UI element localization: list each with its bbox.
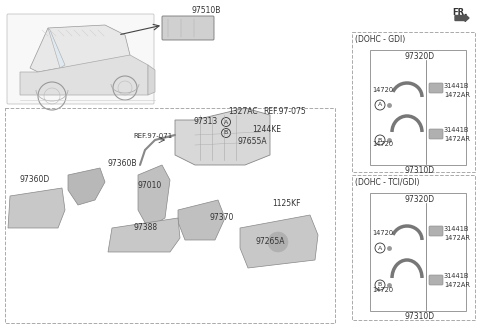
Text: 31441B: 31441B [444, 83, 469, 89]
FancyBboxPatch shape [162, 16, 214, 40]
Text: 1244KE: 1244KE [252, 126, 281, 134]
Text: 97510B: 97510B [192, 6, 221, 15]
Text: A: A [224, 119, 228, 125]
Text: 97370: 97370 [210, 214, 234, 222]
Bar [5, 108, 335, 323]
FancyBboxPatch shape [429, 226, 443, 236]
Polygon shape [138, 165, 170, 228]
Text: 97010: 97010 [138, 180, 162, 190]
Text: 14720: 14720 [372, 87, 393, 93]
Text: 97313: 97313 [194, 116, 218, 126]
Text: (DOHC - TCI/GDI): (DOHC - TCI/GDI) [355, 178, 420, 187]
Bar [352, 32, 475, 172]
Polygon shape [30, 25, 130, 72]
Text: 1125KF: 1125KF [272, 199, 300, 209]
Text: 1472AR: 1472AR [444, 282, 470, 288]
FancyBboxPatch shape [429, 129, 443, 139]
Polygon shape [175, 108, 270, 165]
Polygon shape [108, 218, 180, 252]
Text: B: B [378, 137, 382, 142]
Text: REF.97-071: REF.97-071 [133, 133, 172, 139]
Polygon shape [8, 188, 65, 228]
FancyBboxPatch shape [429, 83, 443, 93]
Text: B: B [378, 282, 382, 288]
Text: 97320D: 97320D [405, 52, 435, 61]
Text: A: A [378, 245, 382, 251]
Text: 14720: 14720 [372, 287, 393, 293]
FancyBboxPatch shape [429, 275, 443, 285]
Text: 1472AR: 1472AR [444, 92, 470, 98]
Polygon shape [148, 65, 155, 95]
Polygon shape [20, 55, 148, 95]
FancyArrow shape [455, 14, 469, 22]
Bar [370, 193, 466, 311]
Text: 97388: 97388 [133, 223, 157, 233]
Text: 1472AR: 1472AR [444, 235, 470, 241]
Bar [370, 50, 466, 165]
Text: 1327AC: 1327AC [228, 108, 258, 116]
Text: 97310D: 97310D [405, 312, 435, 321]
Text: 97360D: 97360D [20, 175, 50, 184]
Bar [352, 175, 475, 320]
Text: 97360B: 97360B [107, 159, 136, 168]
Text: B: B [224, 131, 228, 135]
Text: A: A [378, 102, 382, 108]
Text: 31441B: 31441B [444, 127, 469, 133]
Text: 1472AR: 1472AR [444, 136, 470, 142]
FancyBboxPatch shape [7, 14, 154, 104]
Text: 97320D: 97320D [405, 195, 435, 204]
Text: FR.: FR. [453, 8, 468, 17]
Polygon shape [68, 168, 105, 205]
Text: 14720: 14720 [372, 230, 393, 236]
Text: 97265A: 97265A [255, 237, 285, 247]
Circle shape [268, 232, 288, 252]
Text: 97655A: 97655A [237, 136, 266, 146]
Polygon shape [178, 200, 225, 240]
Text: 31441B: 31441B [444, 273, 469, 279]
Text: REF.97-075: REF.97-075 [263, 108, 306, 116]
Text: 97310D: 97310D [405, 166, 435, 175]
Polygon shape [48, 28, 65, 68]
Text: 14720: 14720 [372, 141, 393, 147]
Polygon shape [240, 215, 318, 268]
Text: 31441B: 31441B [444, 226, 469, 232]
Text: (DOHC - GDI): (DOHC - GDI) [355, 35, 405, 44]
